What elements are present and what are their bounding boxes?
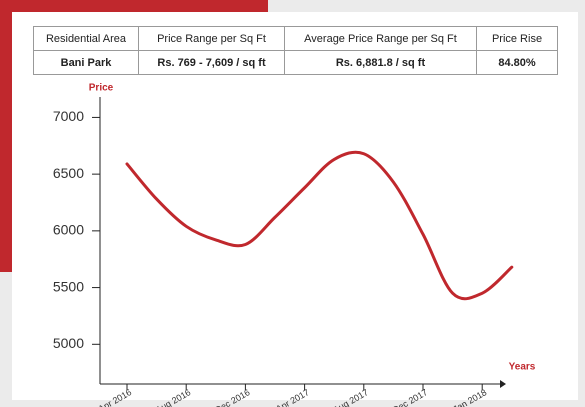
table-header: Residential Area Price Range per Sq Ft A…	[33, 26, 558, 51]
accent-bar	[0, 0, 268, 12]
cell: 84.80%	[476, 50, 558, 75]
y-tick-label: 7000	[53, 108, 84, 124]
y-tick-label: 5000	[53, 335, 84, 351]
x-axis-label: Years	[509, 362, 536, 373]
cell: Bani Park	[33, 50, 139, 75]
price-line	[125, 150, 514, 301]
cell: Rs. 6,881.8 / sq ft	[284, 50, 477, 75]
x-tick-label: Apr 2016	[97, 387, 134, 407]
x-tick-label: Jan 2018	[451, 387, 488, 407]
header-cell: Price Range per Sq Ft	[138, 26, 285, 51]
price-table: Residential Area Price Range per Sq Ft A…	[33, 26, 558, 75]
x-tick-label: Dec 2016	[213, 387, 251, 407]
accent-bar	[0, 0, 12, 272]
y-axis-label: Price	[89, 83, 114, 94]
card	[12, 12, 578, 400]
axis-arrow	[500, 380, 506, 388]
header-cell: Residential Area	[33, 26, 139, 51]
y-tick-label: 6000	[53, 222, 84, 238]
y-tick-label: 5500	[53, 278, 84, 294]
cell: Rs. 769 - 7,609 / sq ft	[138, 50, 285, 75]
x-tick-label: Aug 2017	[332, 387, 370, 407]
y-tick-label: 6500	[53, 165, 84, 181]
header-cell: Average Price Range per Sq Ft	[284, 26, 477, 51]
x-tick-label: Aug 2016	[154, 387, 192, 407]
x-tick-label: Apr 2017	[274, 387, 311, 407]
header-cell: Price Rise	[476, 26, 558, 51]
table-row: Bani Park Rs. 769 - 7,609 / sq ft Rs. 6,…	[33, 50, 558, 75]
x-tick-label: Dec 2017	[391, 387, 429, 407]
